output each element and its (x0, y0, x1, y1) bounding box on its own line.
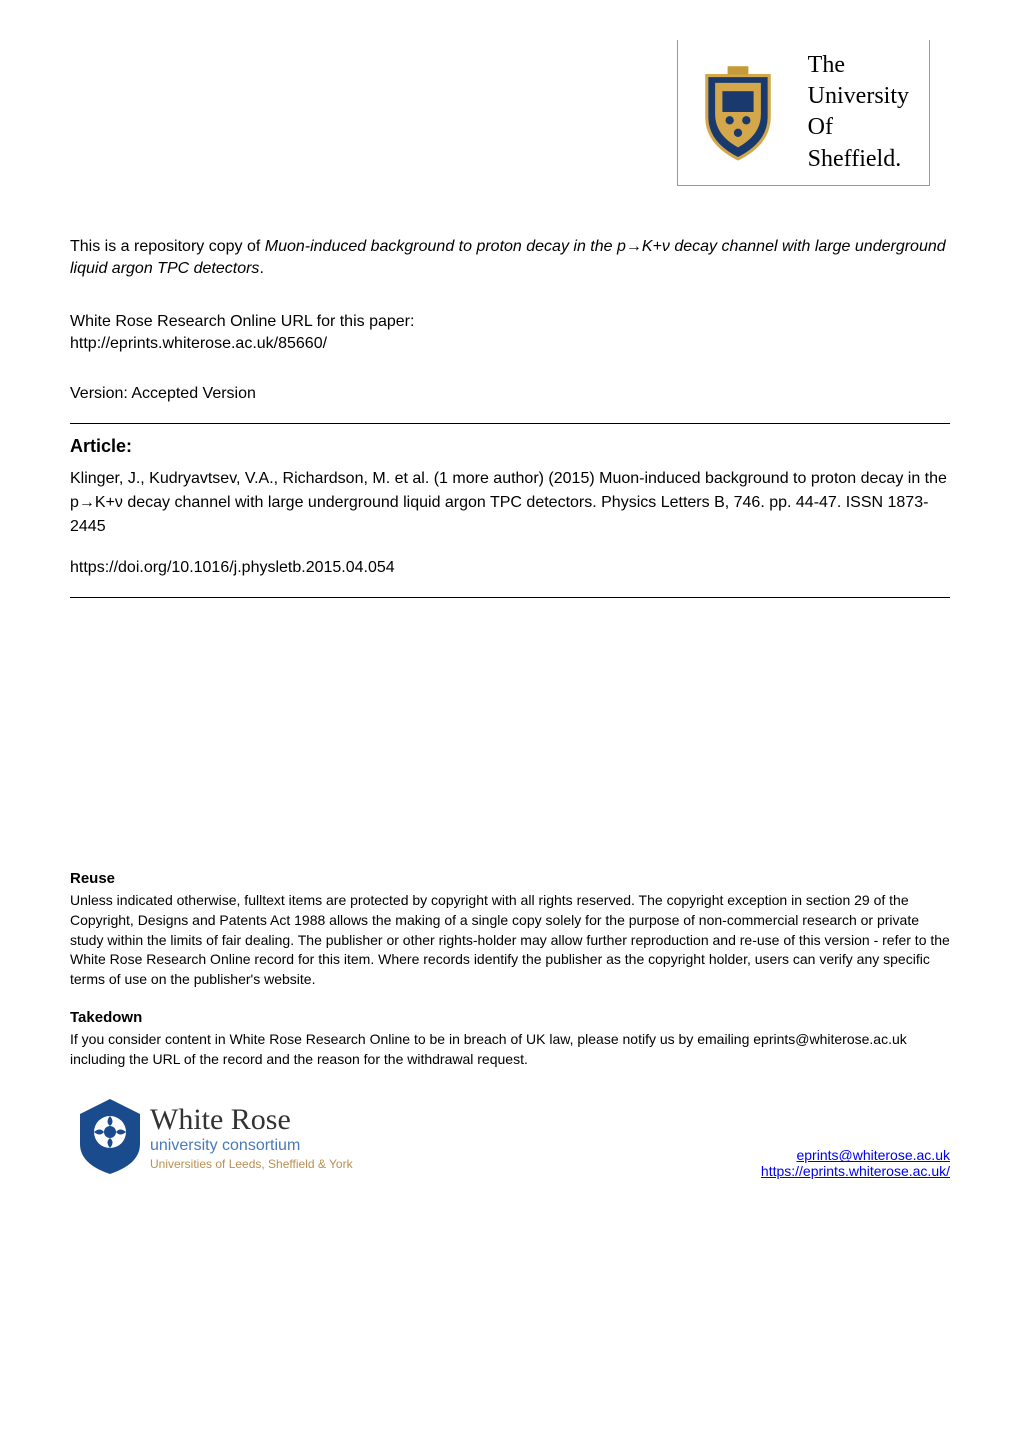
university-line-2: University (808, 81, 909, 112)
article-citation: Klinger, J., Kudryavtsev, V.A., Richards… (70, 467, 950, 539)
repository-url: http://eprints.whiterose.ac.uk/85660/ (70, 333, 950, 355)
university-logo-box: The University Of Sheffield. (677, 40, 930, 186)
header-logo-region: The University Of Sheffield. (70, 40, 950, 186)
description-block: This is a repository copy of Muon-induce… (70, 236, 950, 281)
version-text: Version: Accepted Version (70, 385, 950, 403)
doi-link: https://doi.org/10.1016/j.physletb.2015.… (70, 559, 950, 577)
svg-text:Universities of Leeds, Sheffie: Universities of Leeds, Sheffield & York (150, 1157, 354, 1171)
reuse-heading: Reuse (70, 870, 950, 887)
footer-email-link[interactable]: eprints@whiterose.ac.uk (761, 1147, 950, 1163)
reuse-text: Unless indicated otherwise, fulltext ite… (70, 891, 950, 989)
footer: White Rose university consortium Univers… (70, 1094, 950, 1179)
university-crest (678, 52, 798, 172)
spacer (70, 610, 950, 870)
divider-bottom (70, 597, 950, 598)
description-suffix: . (259, 260, 263, 277)
description-text: This is a repository copy of Muon-induce… (70, 236, 950, 281)
description-prefix: This is a repository copy of (70, 238, 265, 255)
university-name: The University Of Sheffield. (798, 40, 929, 185)
article-heading: Article: (70, 436, 950, 457)
url-block: White Rose Research Online URL for this … (70, 311, 950, 356)
divider-top (70, 423, 950, 424)
university-line-4: Sheffield. (808, 144, 909, 175)
footer-website-link[interactable]: https://eprints.whiterose.ac.uk/ (761, 1163, 950, 1179)
url-label: White Rose Research Online URL for this … (70, 311, 950, 333)
version-block: Version: Accepted Version (70, 385, 950, 403)
university-line-1: The (808, 50, 909, 81)
university-line-3: Of (808, 112, 909, 143)
white-rose-logo-icon: White Rose university consortium Univers… (70, 1094, 360, 1179)
white-rose-logo: White Rose university consortium Univers… (70, 1094, 360, 1179)
takedown-text: If you consider content in White Rose Re… (70, 1030, 950, 1069)
svg-text:university consortium: university consortium (150, 1137, 300, 1154)
svg-text:White Rose: White Rose (150, 1103, 291, 1136)
crest-icon (686, 60, 790, 164)
takedown-heading: Takedown (70, 1009, 950, 1026)
footer-links: eprints@whiterose.ac.uk https://eprints.… (761, 1147, 950, 1179)
